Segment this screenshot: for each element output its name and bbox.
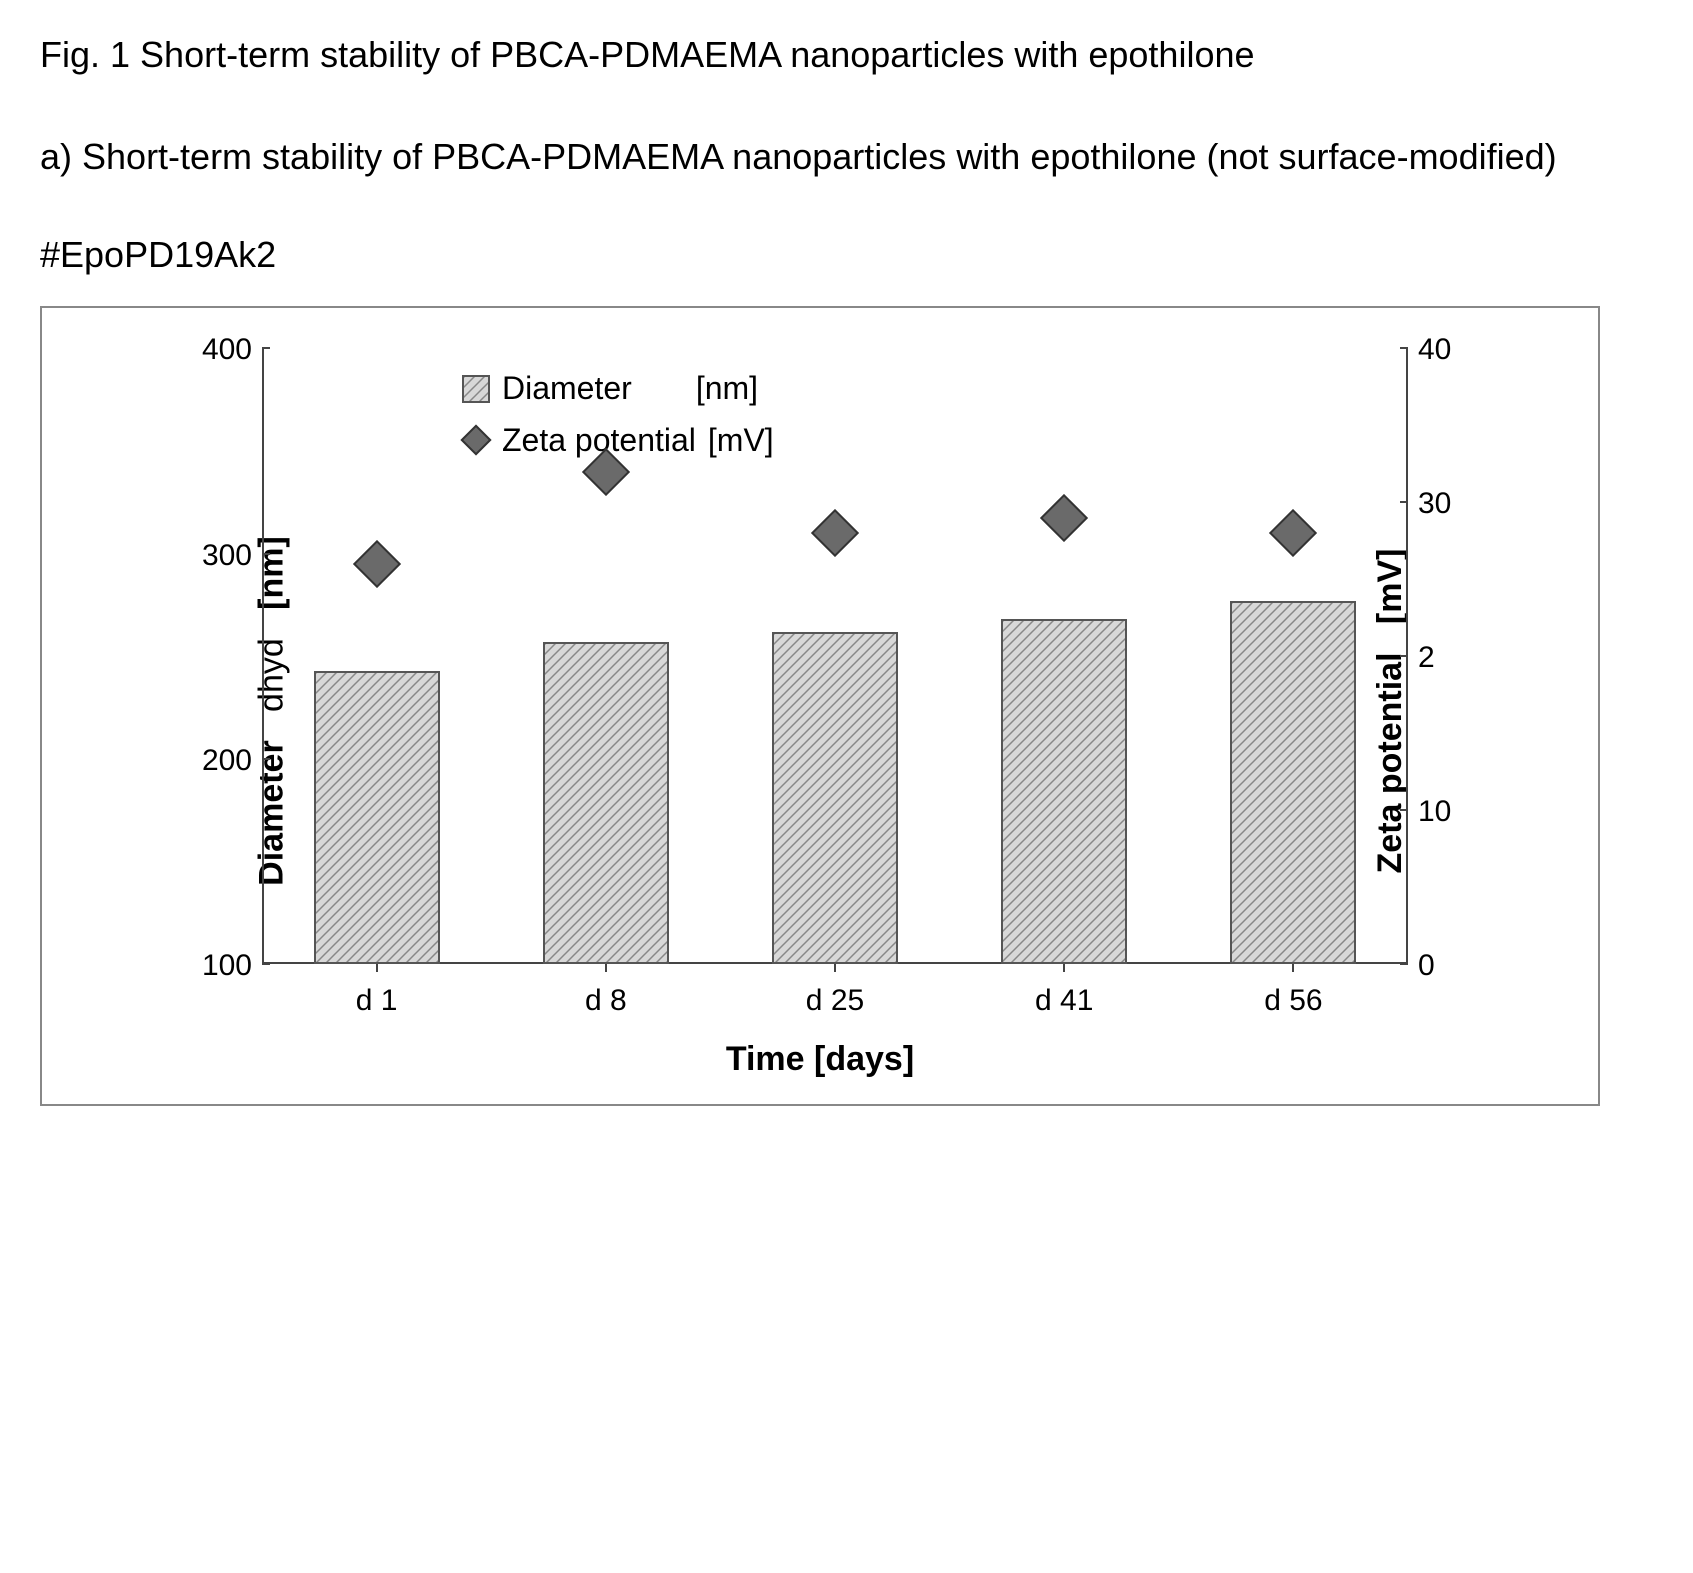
x-tick	[376, 964, 378, 972]
x-axis-labels: d 1 d 8 d 25 d 41 d 56	[262, 984, 1408, 1024]
y1-tick-label: 200	[202, 744, 252, 778]
scatter-point	[353, 540, 401, 588]
figure-subcaption: a) Short-term stability of PBCA-PDMAEMA …	[40, 130, 1653, 184]
x-tick-label: d 25	[806, 984, 864, 1018]
bar	[772, 632, 898, 965]
bar	[1230, 601, 1356, 964]
x-tick-label: d 1	[356, 984, 398, 1018]
y2-tick-label: 10	[1418, 795, 1451, 829]
legend-swatch-diamond	[460, 425, 491, 456]
legend-unit-zeta: [mV]	[708, 415, 774, 466]
x-tick	[1063, 964, 1065, 972]
x-tick-label: d 8	[585, 984, 627, 1018]
legend-label-diameter: Diameter	[502, 363, 632, 414]
bar	[1001, 619, 1127, 964]
bar	[314, 671, 440, 965]
y2-tick-label: 30	[1418, 487, 1451, 521]
scatter-point	[811, 509, 859, 557]
y2-tick	[1400, 655, 1408, 657]
x-tick	[605, 964, 607, 972]
y1-tick	[262, 553, 270, 555]
bar	[543, 642, 669, 964]
y2-tick-label: 40	[1418, 333, 1451, 367]
legend: Diameter [nm] Zeta potential [mV]	[462, 363, 774, 465]
legend-swatch-bar	[462, 375, 490, 403]
scatter-point	[1040, 494, 1088, 542]
scatter-point	[1269, 509, 1317, 557]
plot-area: Diameter [nm] Zeta potential [mV]	[262, 348, 1408, 964]
y1-tick-label: 300	[202, 539, 252, 573]
y1-tick	[262, 963, 270, 965]
figure-caption: Fig. 1 Short-term stability of PBCA-PDMA…	[40, 30, 1653, 80]
y2-tick	[1400, 347, 1408, 349]
y1-axis-line	[262, 348, 264, 964]
y1-tick-label: 100	[202, 949, 252, 983]
chart-container: Diameter dhyd [nm] Zeta potential [mV] 1…	[40, 306, 1600, 1106]
x-tick	[1292, 964, 1294, 972]
y2-axis: 01023040	[1408, 348, 1468, 964]
legend-unit-diameter: [nm]	[696, 363, 758, 414]
legend-item-zeta: Zeta potential [mV]	[462, 415, 774, 466]
y2-tick-label: 2	[1418, 641, 1435, 675]
sample-id: #EpoPD19Ak2	[40, 234, 1653, 276]
y1-tick	[262, 347, 270, 349]
legend-item-diameter: Diameter [nm]	[462, 363, 774, 414]
x-tick	[834, 964, 836, 972]
y1-axis: 100200300400	[202, 348, 262, 964]
y2-tick-label: 0	[1418, 949, 1435, 983]
y1-tick-label: 400	[202, 333, 252, 367]
x-axis-title: Time [days]	[726, 1040, 914, 1079]
y2-tick	[1400, 963, 1408, 965]
x-tick-label: d 41	[1035, 984, 1093, 1018]
y1-tick	[262, 758, 270, 760]
y2-tick	[1400, 501, 1408, 503]
x-tick-label: d 56	[1264, 984, 1322, 1018]
y2-tick	[1400, 809, 1408, 811]
